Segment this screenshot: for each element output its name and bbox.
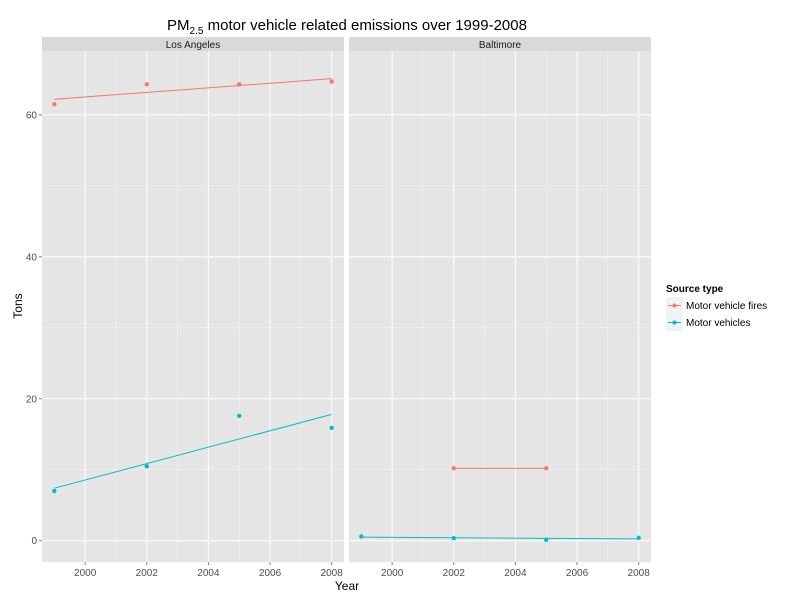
panel-2-background xyxy=(349,51,651,562)
x-tick-label: 2004 xyxy=(504,568,527,579)
y-axis-title: Tons xyxy=(11,293,25,318)
panel-1-strip xyxy=(42,37,344,51)
los-angeles-motor-vehicles-point xyxy=(144,463,149,469)
y-tick-label: 0 xyxy=(31,536,37,547)
x-tick-label: 2008 xyxy=(321,568,344,579)
los-angeles-motor-vehicle-fires-point xyxy=(52,102,57,107)
baltimore-motor-vehicles-point xyxy=(359,534,364,539)
y-tick-label: 60 xyxy=(26,110,38,121)
chart-title: PM2.5 motor vehicle related emissions ov… xyxy=(167,17,527,37)
x-tick-label: 2002 xyxy=(136,568,159,579)
legend-label-motor-vehicle-fires: Motor vehicle fires xyxy=(686,301,767,312)
legend-title: Source type xyxy=(666,284,724,295)
legend-key-motor-vehicle-fires-point xyxy=(672,303,677,308)
chart-title-suffix: motor vehicle related emissions over 199… xyxy=(203,17,527,34)
x-axis-title: Year xyxy=(335,579,359,593)
x-tick-label: 2006 xyxy=(259,568,282,579)
x-tick-label: 2000 xyxy=(381,568,404,579)
x-tick-label: 2002 xyxy=(443,568,466,579)
los-angeles-motor-vehicles-point xyxy=(237,413,242,418)
los-angeles-motor-vehicles-point xyxy=(52,488,57,494)
legend-label-motor-vehicles: Motor vehicles xyxy=(686,318,750,329)
legend-key-motor-vehicles-point xyxy=(672,320,677,325)
los-angeles-motor-vehicle-fires-trend-line xyxy=(54,78,332,100)
chart-title-prefix: PM xyxy=(167,17,190,34)
los-angeles-motor-vehicles-point xyxy=(329,425,334,431)
panel-2-strip-label: Baltimore xyxy=(479,40,522,51)
los-angeles-motor-vehicles-trend-line xyxy=(54,413,332,489)
baltimore-motor-vehicles-point xyxy=(451,536,456,541)
los-angeles-motor-vehicle-fires-point xyxy=(144,82,149,87)
panel-1-strip-label: Los Angeles xyxy=(166,40,221,51)
y-tick-label: 40 xyxy=(26,252,38,263)
los-angeles-motor-vehicle-fires-point xyxy=(329,79,334,84)
baltimore-motor-vehicle-fires-point xyxy=(544,466,549,471)
baltimore-motor-vehicles-trend-line xyxy=(361,536,639,540)
x-tick-label: 2000 xyxy=(74,568,97,579)
panel-2-strip xyxy=(349,37,651,51)
los-angeles-motor-vehicle-fires-point xyxy=(237,82,242,87)
panel-1-background xyxy=(42,51,344,562)
baltimore-motor-vehicle-fires-point xyxy=(451,466,456,471)
x-tick-label: 2004 xyxy=(197,568,220,579)
baltimore-motor-vehicles-point xyxy=(636,535,641,541)
legend: Source type Motor vehicle fires Motor ve… xyxy=(666,284,767,331)
x-tick-label: 2006 xyxy=(566,568,589,579)
x-tick-label: 2008 xyxy=(628,568,651,579)
chart-title-subscript: 2.5 xyxy=(190,26,204,37)
baltimore-motor-vehicles-point xyxy=(544,537,549,543)
y-tick-label: 20 xyxy=(26,394,38,405)
